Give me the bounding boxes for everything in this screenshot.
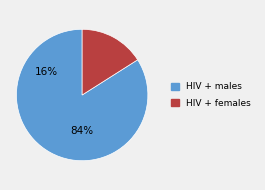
Text: 16%: 16%	[34, 67, 58, 77]
Wedge shape	[82, 29, 138, 95]
Text: 84%: 84%	[70, 126, 94, 136]
Wedge shape	[16, 29, 148, 161]
Legend: HIV + males, HIV + females: HIV + males, HIV + females	[169, 81, 253, 109]
